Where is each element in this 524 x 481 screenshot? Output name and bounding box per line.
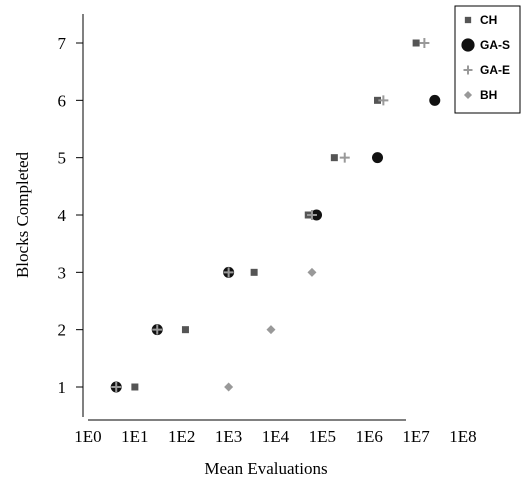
point-bh (266, 325, 276, 335)
y-tick-label: 3 (58, 263, 67, 282)
legend-marker-ch (464, 16, 472, 24)
point-ga-e (419, 38, 430, 48)
point-ga-s (372, 152, 384, 164)
x-tick-label: 1E2 (168, 427, 195, 446)
legend-label-ga-e: GA-E (480, 63, 510, 77)
legend-label-bh: BH (480, 88, 497, 102)
x-tick-label: 1E1 (121, 427, 148, 446)
data-points (110, 38, 441, 393)
point-ga-e (152, 324, 163, 335)
legend-label-ch: CH (480, 13, 497, 27)
y-tick-label: 2 (58, 321, 67, 340)
point-ch (374, 96, 382, 104)
point-ga-e (111, 382, 122, 392)
legend-marker-ga-s (461, 38, 475, 52)
point-ch (181, 326, 189, 334)
legend-marker-bh (463, 90, 473, 100)
legend: CH GA-S GA-E BH (454, 5, 521, 114)
x-tick-label: 1E5 (309, 427, 336, 446)
y-tick-label: 4 (58, 206, 67, 225)
legend-label-ga-s: GA-S (480, 38, 510, 52)
x-tick-label: 1E6 (356, 427, 383, 446)
x-axis-ticks: 1E0 1E1 1E2 1E3 1E4 1E5 1E6 1E7 1E8 (74, 427, 476, 446)
y-tick-label: 5 (58, 149, 67, 168)
point-bh (307, 267, 317, 277)
y-tick-label: 1 (58, 378, 67, 397)
x-tick-label: 1E7 (402, 427, 430, 446)
point-ch (330, 154, 338, 162)
point-ch (131, 383, 139, 391)
y-tick-label: 7 (58, 34, 67, 53)
point-ga-e (223, 267, 234, 278)
y-axis-ticks: 1 2 3 4 5 6 7 (58, 34, 83, 397)
x-tick-label: 1E4 (262, 427, 290, 446)
point-ch (412, 39, 420, 47)
legend-marker-ga-e (463, 65, 473, 75)
x-tick-label: 1E8 (449, 427, 476, 446)
point-ga-s (429, 94, 441, 106)
y-axis-title: Blocks Completed (13, 151, 32, 278)
y-tick-label: 6 (58, 91, 67, 110)
point-ch (250, 268, 258, 276)
x-tick-label: 1E0 (74, 427, 101, 446)
x-tick-label: 1E3 (215, 427, 242, 446)
x-axis-title: Mean Evaluations (204, 459, 327, 478)
point-bh (224, 382, 234, 392)
point-ga-e (339, 152, 350, 163)
point-ga-e (306, 210, 317, 220)
point-ga-e (378, 95, 389, 106)
